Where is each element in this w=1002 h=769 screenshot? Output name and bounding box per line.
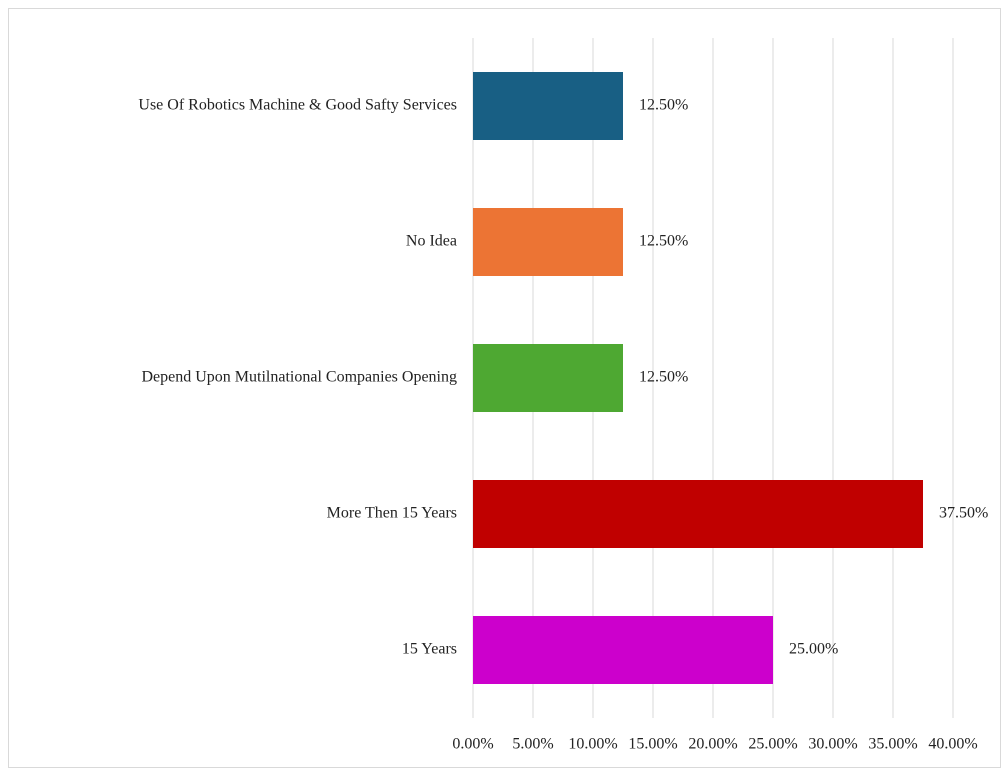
bar — [473, 344, 623, 412]
x-tick-label: 10.00% — [568, 736, 617, 753]
x-tick-label: 30.00% — [808, 736, 857, 753]
bar — [473, 72, 623, 140]
data-label: 12.50% — [639, 97, 688, 114]
x-tick-label: 0.00% — [452, 736, 493, 753]
data-label: 37.50% — [939, 505, 988, 522]
bar — [473, 208, 623, 276]
data-label: 12.50% — [639, 233, 688, 250]
x-tick-label: 40.00% — [928, 736, 977, 753]
bar — [473, 616, 773, 684]
y-tick-label: Use Of Robotics Machine & Good Safty Ser… — [138, 97, 457, 114]
x-tick-label: 20.00% — [688, 736, 737, 753]
y-tick-label: 15 Years — [402, 641, 457, 658]
chart-border — [8, 8, 1001, 768]
x-tick-label: 35.00% — [868, 736, 917, 753]
x-tick-label: 5.00% — [512, 736, 553, 753]
y-tick-label: No Idea — [406, 233, 457, 250]
y-tick-label: Depend Upon Mutilnational Companies Open… — [141, 369, 457, 386]
data-label: 12.50% — [639, 369, 688, 386]
x-tick-label: 25.00% — [748, 736, 797, 753]
bar — [473, 480, 923, 548]
data-label: 25.00% — [789, 641, 838, 658]
x-tick-label: 15.00% — [628, 736, 677, 753]
y-tick-label: More Then 15 Years — [327, 505, 457, 522]
